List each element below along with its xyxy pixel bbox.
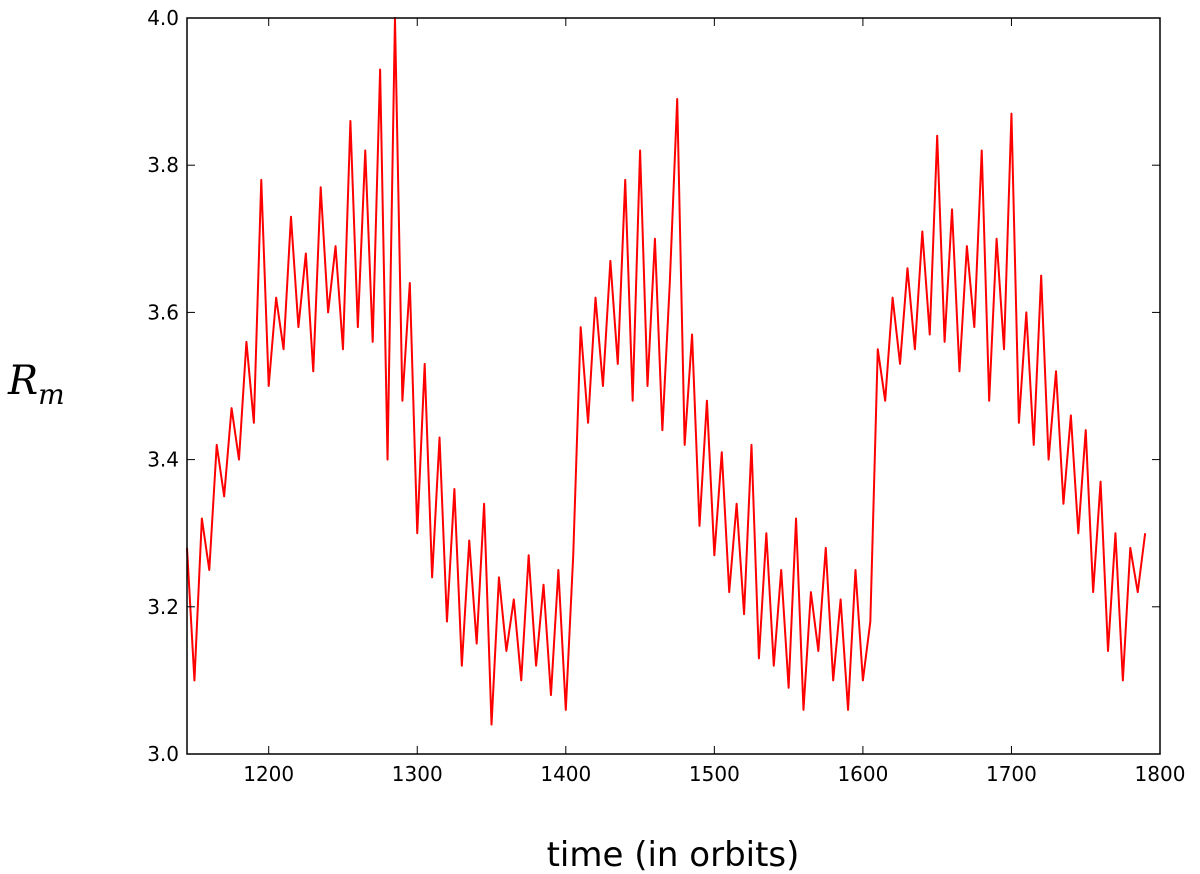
y-axis-label-main: R [7,358,38,404]
x-tick-label: 1500 [689,762,740,786]
y-tick-label: 3.0 [147,742,179,766]
y-tick-label: 3.6 [147,300,179,324]
y-axis-label: Rm [7,358,65,411]
plot-frame [186,17,1161,755]
x-tick-label: 1200 [243,762,294,786]
y-tick-label: 3.2 [147,595,179,619]
x-tick-label: 1300 [392,762,443,786]
data-line [186,17,1147,726]
x-tick-label: 1800 [1135,762,1186,786]
y-tick-label: 3.4 [147,448,179,472]
x-tick-label: 1700 [986,762,1037,786]
x-tick-label: 1600 [837,762,888,786]
x-axis-label: time (in orbits) [547,835,800,874]
x-tick-label: 1400 [540,762,591,786]
y-axis-label-subscript: m [38,378,65,411]
y-tick-label: 4.0 [147,6,179,30]
y-tick-label: 3.8 [147,153,179,177]
